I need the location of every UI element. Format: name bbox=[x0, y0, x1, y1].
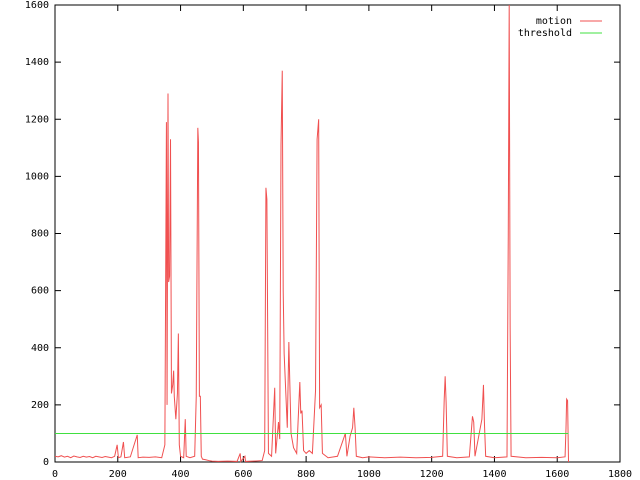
legend-label: motion bbox=[536, 16, 572, 27]
legend-label: threshold bbox=[518, 28, 572, 39]
y-tick-label: 1200 bbox=[25, 114, 49, 125]
series-line bbox=[54, 4, 570, 463]
y-tick-label: 800 bbox=[31, 229, 49, 240]
x-tick-label: 1600 bbox=[545, 469, 569, 480]
y-tick-label: 1400 bbox=[25, 57, 49, 68]
x-tick-label: 1000 bbox=[357, 469, 381, 480]
x-tick-label: 1400 bbox=[482, 469, 506, 480]
x-tick-label: 200 bbox=[109, 469, 127, 480]
plot-border bbox=[54, 4, 621, 463]
x-tick-label: 0 bbox=[52, 469, 58, 480]
x-tick-label: 1200 bbox=[420, 469, 444, 480]
x-tick-label: 600 bbox=[234, 469, 252, 480]
x-tick-label: 400 bbox=[172, 469, 190, 480]
y-tick-label: 1000 bbox=[25, 171, 49, 182]
y-tick-label: 0 bbox=[43, 457, 49, 468]
y-tick-label: 200 bbox=[31, 400, 49, 411]
y-tick-label: 1600 bbox=[25, 0, 49, 11]
y-tick-label: 600 bbox=[31, 286, 49, 297]
x-tick-label: 1800 bbox=[608, 469, 632, 480]
y-tick-label: 400 bbox=[31, 343, 49, 354]
x-tick-label: 800 bbox=[297, 469, 315, 480]
